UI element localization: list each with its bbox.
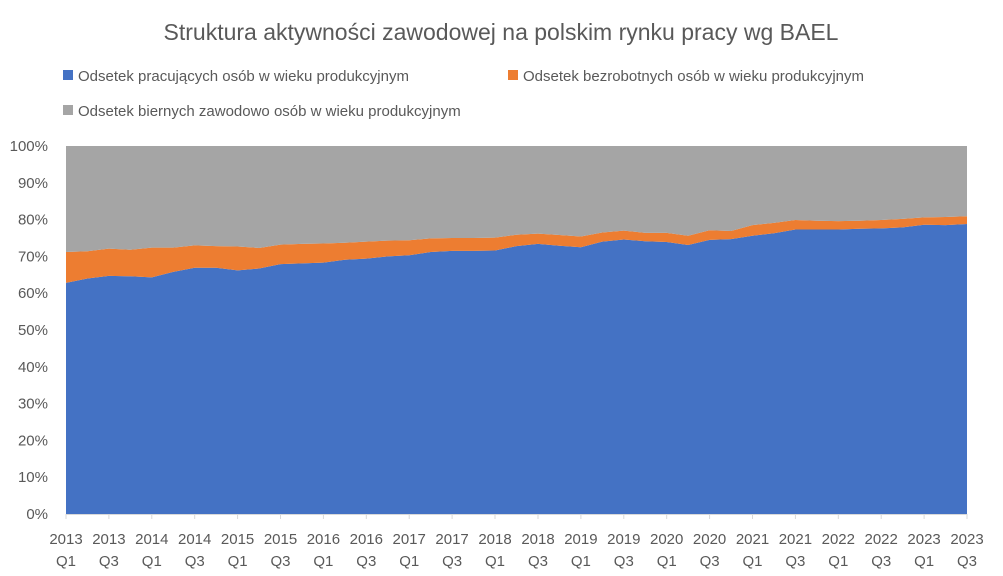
x-tick-label-quarter: Q1 [56,553,76,570]
x-tick-label-year: 2013 [92,531,125,548]
x-tick-label-quarter: Q1 [657,553,677,570]
y-tick-label: 50% [18,322,48,339]
x-tick-label-quarter: Q1 [914,553,934,570]
x-tick-label-quarter: Q3 [528,553,548,570]
x-tick-label-quarter: Q3 [442,553,462,570]
x-tick-label-year: 2019 [607,531,640,548]
chart-title: Struktura aktywności zawodowej na polski… [164,19,839,45]
x-tick-label-quarter: Q3 [957,553,977,570]
x-tick-label-quarter: Q1 [142,553,162,570]
x-tick-label-quarter: Q3 [270,553,290,570]
x-tick-label-year: 2018 [478,531,511,548]
x-tick-label-year: 2017 [435,531,468,548]
x-tick-label-year: 2016 [307,531,340,548]
x-tick-label-year: 2014 [135,531,168,548]
x-tick-label-quarter: Q3 [700,553,720,570]
y-axis: 0% 10% 20% 30% 40% 50% 60% 70% 80% 90% 100% [10,138,48,523]
legend-swatch-unemployed [508,70,518,80]
x-tick-label-year: 2023 [907,531,940,548]
x-tick-label-quarter: Q1 [399,553,419,570]
y-tick-label: 40% [18,359,48,376]
y-tick-label: 10% [18,469,48,486]
area-series-inactive [66,146,967,252]
x-tick-label-year: 2016 [350,531,383,548]
legend-label-employed: Odsetek pracujących osób w wieku produkc… [78,68,409,85]
y-tick-label: 90% [18,175,48,192]
y-tick-label: 60% [18,285,48,302]
x-tick-label-year: 2019 [564,531,597,548]
x-tick-label-year: 2017 [393,531,426,548]
x-tick-label-year: 2021 [779,531,812,548]
x-tick-label-year: 2020 [650,531,683,548]
x-tick-label-year: 2013 [49,531,82,548]
y-tick-label: 100% [10,138,48,155]
legend-label-unemployed: Odsetek bezrobotnych osób w wieku produk… [523,68,864,85]
x-tick-label-quarter: Q3 [356,553,376,570]
y-tick-label: 20% [18,432,48,449]
x-tick-label-year: 2023 [950,531,983,548]
area-series-employed [66,224,967,514]
x-tick-label-year: 2021 [736,531,769,548]
legend-swatch-employed [63,70,73,80]
legend-label-inactive: Odsetek biernych zawodowo osób w wieku p… [78,103,461,120]
y-tick-label: 30% [18,396,48,413]
y-tick-label: 0% [26,506,48,523]
x-tick-label-quarter: Q3 [99,553,119,570]
x-tick-label-quarter: Q1 [571,553,591,570]
x-tick-label-year: 2014 [178,531,211,548]
x-tick-label-quarter: Q3 [185,553,205,570]
x-tick-label-year: 2022 [865,531,898,548]
x-tick-label-quarter: Q1 [313,553,333,570]
x-tick-label-quarter: Q3 [614,553,634,570]
x-tick-label-quarter: Q1 [828,553,848,570]
x-tick-label-year: 2015 [221,531,254,548]
x-tick-label-year: 2015 [264,531,297,548]
plot-area [66,146,967,514]
legend-swatch-inactive [63,105,73,115]
x-tick-label-year: 2018 [521,531,554,548]
x-tick-label-year: 2020 [693,531,726,548]
x-tick-label-quarter: Q1 [228,553,248,570]
x-tick-label-quarter: Q1 [742,553,762,570]
x-tick-label-quarter: Q1 [485,553,505,570]
y-tick-label: 80% [18,212,48,229]
x-tick-label-year: 2022 [822,531,855,548]
x-tick-label-quarter: Q3 [871,553,891,570]
area-series-unemployed [66,216,967,283]
y-tick-label: 70% [18,248,48,265]
x-axis: 2013 Q1 2013 Q3 2014 Q1 2014 Q3 2015 Q1 2015 Q3 2016… [49,514,984,570]
legend: Odsetek pracujących osób w wieku produkc… [63,68,864,120]
x-tick-label-quarter: Q3 [785,553,805,570]
